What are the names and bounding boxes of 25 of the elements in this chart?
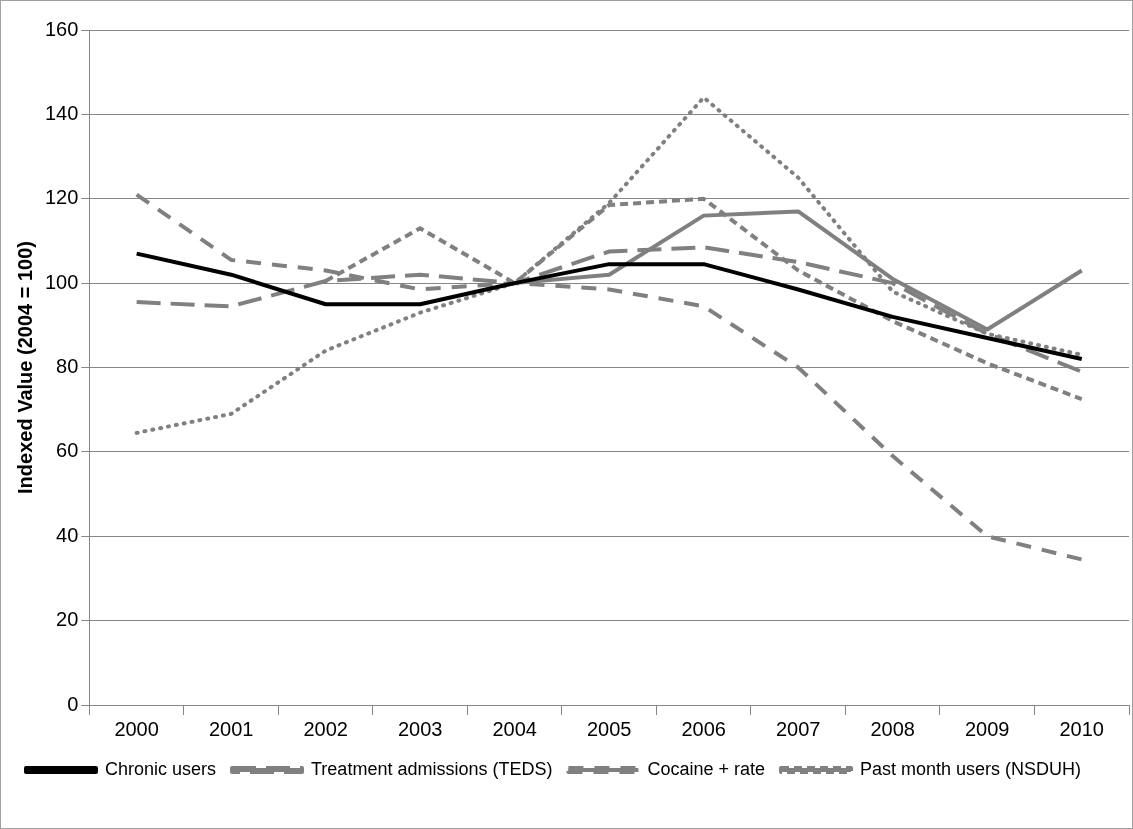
x-tick-label: 2001 — [208, 717, 254, 740]
y-axis-title: Indexed Value (2004 = 100) — [13, 241, 36, 494]
legend-label: Cocaine + rate — [647, 758, 766, 779]
y-tick-label: 40 — [56, 523, 79, 546]
x-tick-label: 2010 — [1059, 717, 1104, 740]
y-tick-label: 20 — [56, 608, 79, 631]
x-tick-label: 2007 — [775, 717, 821, 740]
y-tick-label: 60 — [56, 439, 79, 462]
x-tick-label: 2000 — [114, 717, 159, 740]
y-tick-label: 0 — [67, 692, 79, 715]
y-tick-label: 160 — [44, 17, 79, 40]
x-tick-label: 2008 — [870, 717, 915, 740]
y-tick-label: 120 — [44, 186, 79, 209]
y-tick-label: 100 — [44, 270, 79, 293]
legend-label: Chronic users — [105, 758, 217, 779]
x-tick-label: 2003 — [397, 717, 443, 740]
x-tick-label: 2009 — [964, 717, 1010, 740]
legend-label: Past month users (NSDUH) — [860, 758, 1082, 779]
y-tick-label: 140 — [44, 101, 79, 124]
x-tick-label: 2006 — [681, 717, 726, 740]
x-tick-label: 2004 — [492, 717, 537, 740]
y-tick-label: 80 — [56, 355, 79, 378]
x-tick-label: 2002 — [303, 717, 348, 740]
x-tick-label: 2005 — [586, 717, 632, 740]
legend-label: Treatment admissions (TEDS) — [311, 758, 553, 779]
